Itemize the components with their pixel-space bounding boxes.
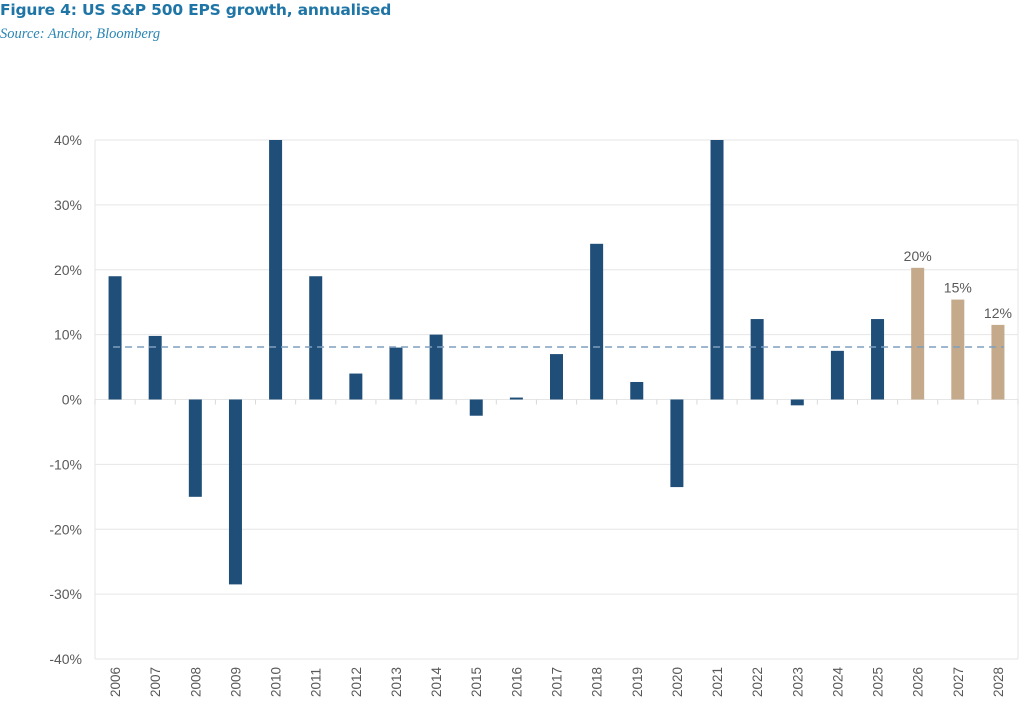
- x-tick-label: 2020: [670, 667, 685, 697]
- bar-2007: [148, 335, 162, 400]
- bar-2015: [469, 399, 483, 416]
- y-tick-label: -10%: [49, 456, 82, 472]
- x-tick-label: 2016: [509, 667, 524, 697]
- x-tick-label: 2027: [951, 667, 966, 697]
- x-tick-label: 2024: [830, 666, 845, 697]
- bar-2017: [550, 354, 563, 400]
- bar-2009: [228, 399, 242, 585]
- bar-2014: [429, 334, 443, 400]
- x-tick-label: 2018: [590, 667, 605, 697]
- x-tick-label: 2019: [630, 667, 645, 697]
- y-tick-label: -40%: [49, 651, 82, 667]
- x-tick-label: 2011: [309, 668, 324, 697]
- x-tick-label: 2015: [469, 667, 484, 697]
- x-tick-label: 2028: [991, 667, 1006, 697]
- bar-2008: [188, 399, 202, 497]
- y-tick-label: 10%: [54, 327, 82, 343]
- y-tick-label: -20%: [49, 521, 82, 537]
- x-tick-label: 2008: [188, 667, 203, 697]
- bars: [108, 140, 1005, 585]
- bar-2011: [309, 276, 323, 400]
- x-tick-label: 2006: [108, 667, 123, 697]
- y-tick-label: 40%: [54, 132, 82, 148]
- x-tick-label: 2023: [790, 667, 805, 697]
- bar-2026: [911, 267, 925, 400]
- bar-2022: [750, 319, 764, 400]
- data-labels: 20% 15% 12%: [904, 248, 1012, 321]
- x-tick-label: 2021: [710, 667, 725, 697]
- chart-title: Figure 4: US S&P 500 EPS growth, annuali…: [0, 1, 392, 19]
- x-tick-label: 2026: [911, 667, 926, 697]
- x-tick-label: 2007: [148, 667, 163, 697]
- y-tick-label: 20%: [54, 262, 82, 278]
- bar-2010: [269, 140, 283, 400]
- x-tick-label: 2012: [349, 667, 364, 697]
- bar-2019: [630, 381, 644, 400]
- x-tick-label: 2010: [269, 667, 284, 697]
- bar-2025: [871, 319, 885, 400]
- bar-2016: [509, 397, 523, 400]
- chart-source: Source: Anchor, Bloomberg: [0, 26, 161, 42]
- data-label-2026: 20%: [904, 248, 932, 264]
- bar-2018: [590, 243, 604, 400]
- bar-2020: [670, 399, 684, 488]
- bar-2024: [830, 350, 844, 400]
- bar-2013: [389, 347, 403, 400]
- data-label-2028: 12%: [984, 305, 1012, 321]
- x-tick-label: 2009: [228, 667, 243, 697]
- x-axis: 2006 2007 2008 2009 2010 2011 2012 2013 2014 2015…: [94, 399, 1019, 697]
- y-tick-label: 0%: [62, 392, 82, 408]
- x-tick-label: 2017: [550, 667, 565, 697]
- data-label-2027: 15%: [944, 280, 972, 296]
- y-axis: 40% 30% 20% 10% 0% -10% -20% -30% -40%: [49, 132, 82, 667]
- bar-2006: [108, 276, 122, 400]
- y-tick-label: -30%: [49, 586, 82, 602]
- bar-2023: [790, 399, 804, 406]
- x-tick-label: 2014: [429, 666, 444, 697]
- x-tick-label: 2025: [871, 667, 886, 697]
- x-tick-label: 2013: [389, 667, 404, 697]
- y-tick-label: 30%: [54, 197, 82, 213]
- bar-2028: [991, 324, 1005, 400]
- bar-2027: [951, 299, 965, 400]
- bar-2012: [349, 373, 363, 400]
- x-tick-label: 2022: [750, 667, 765, 697]
- bar-2021: [710, 140, 724, 400]
